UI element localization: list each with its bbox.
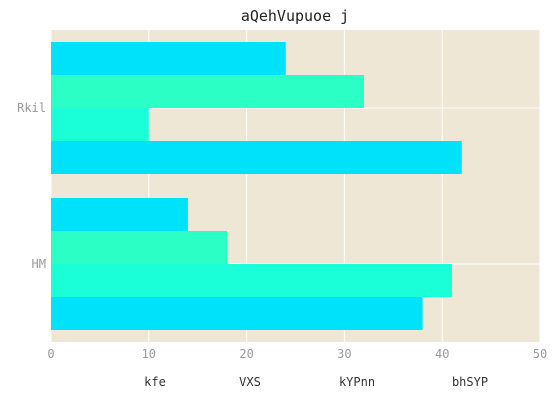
y-tick-label: Rkil <box>17 101 46 115</box>
legend: kfe VXS kYPnn bhSYP <box>144 375 488 389</box>
legend-entry: kYPnn <box>339 375 375 389</box>
chart-title: aQehVupuoe j <box>241 7 349 25</box>
x-tick-label: 10 <box>142 347 156 361</box>
bar <box>51 75 364 108</box>
legend-entry: kfe <box>144 375 166 389</box>
x-tick-label: 0 <box>47 347 54 361</box>
y-tick-label: HM <box>32 257 46 271</box>
bar <box>51 108 149 141</box>
x-tick-label: 20 <box>239 347 253 361</box>
x-tick-label: 50 <box>533 347 547 361</box>
x-tick-label: 30 <box>337 347 351 361</box>
bar <box>51 231 228 264</box>
legend-entry: bhSYP <box>452 375 488 389</box>
x-axis-tick-labels: 0 10 20 30 40 50 <box>47 347 547 361</box>
x-tick-label: 40 <box>435 347 449 361</box>
bar <box>51 42 286 75</box>
y-axis-tick-labels: Rkil HM <box>17 101 46 271</box>
legend-entry: VXS <box>239 375 261 389</box>
bar <box>51 141 462 174</box>
bars <box>51 42 462 330</box>
bar <box>51 264 452 297</box>
bar <box>51 198 188 231</box>
bar <box>51 297 423 330</box>
